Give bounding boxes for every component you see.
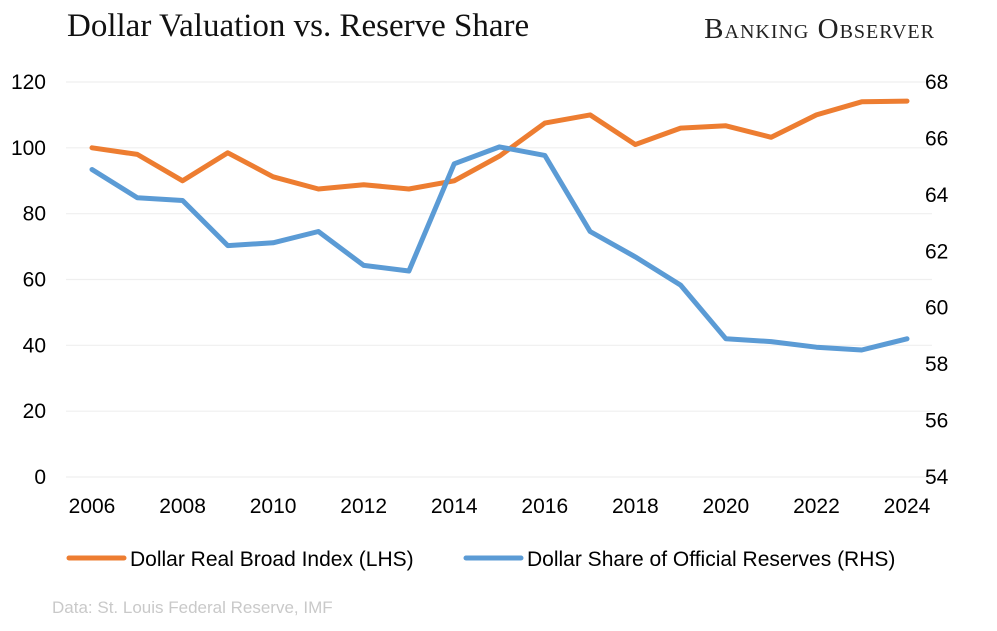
x-axis-ticks: 2006 2008 2010 2012 2014 2016 2018 2020 2022 2024 (69, 495, 931, 518)
left-axis-tick-label: 120 (11, 71, 46, 94)
left-axis-tick-label: 40 (23, 334, 46, 357)
chart-title: Dollar Valuation vs. Reserve Share (67, 8, 530, 44)
series-lines (89, 98, 910, 353)
x-axis-tick-label: 2014 (431, 495, 478, 518)
right-axis-tick-label: 64 (925, 184, 949, 207)
grid-lines (66, 81, 932, 478)
left-axis-tick-label: 0 (34, 466, 46, 489)
right-axis-tick-label: 56 (925, 410, 948, 433)
right-axis-ticks: 54 56 58 60 62 64 66 68 (925, 71, 949, 489)
series-line-real-broad-index (89, 98, 910, 192)
legend-item-real-broad-index-label: Dollar Real Broad Index (LHS) (130, 548, 414, 571)
left-axis-tick-label: 20 (23, 400, 46, 423)
x-axis-tick-label: 2006 (69, 495, 116, 518)
data-source-note: Data: St. Louis Federal Reserve, IMF (52, 598, 333, 617)
left-axis-tick-label: 60 (23, 269, 46, 292)
right-axis-tick-label: 66 (925, 127, 948, 150)
x-axis-tick-label: 2012 (340, 495, 387, 518)
x-axis-tick-label: 2020 (703, 495, 750, 518)
right-axis-tick-label: 60 (925, 297, 948, 320)
publisher-logo: Banking Observer (704, 13, 935, 45)
left-axis-tick-label: 100 (11, 137, 46, 160)
x-axis-tick-label: 2010 (250, 495, 297, 518)
series-line-reserve-share (89, 144, 910, 353)
right-axis-tick-label: 68 (925, 71, 948, 94)
x-axis-tick-label: 2022 (793, 495, 840, 518)
x-axis-tick-label: 2016 (521, 495, 568, 518)
x-axis-tick-label: 2024 (884, 495, 931, 518)
left-axis-ticks: 0 20 40 60 80 100 120 (11, 71, 46, 489)
right-axis-tick-label: 62 (925, 240, 948, 263)
legend-item-reserve-share-label: Dollar Share of Official Reserves (RHS) (527, 548, 895, 571)
x-axis-tick-label: 2018 (612, 495, 659, 518)
left-axis-tick-label: 80 (23, 203, 46, 226)
right-axis-tick-label: 58 (925, 353, 948, 376)
x-axis-tick-label: 2008 (159, 495, 206, 518)
legend: Dollar Real Broad Index (LHS) Dollar Shar… (66, 548, 895, 571)
right-axis-tick-label: 54 (925, 466, 949, 489)
